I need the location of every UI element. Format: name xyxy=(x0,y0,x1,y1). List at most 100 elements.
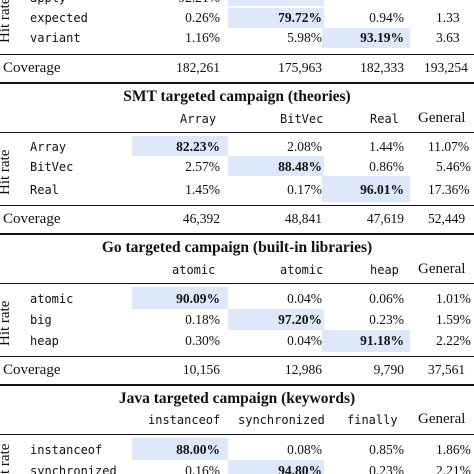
row-label: atomic xyxy=(30,292,74,306)
highlight-cell xyxy=(228,460,324,474)
cell-value-best: 91.18% xyxy=(360,333,404,348)
cell-value: 1.86% xyxy=(436,442,471,457)
highlight-cell xyxy=(322,176,410,202)
cell-value: 2.57% xyxy=(185,159,220,174)
column-header: General xyxy=(418,110,466,126)
column-header: heap xyxy=(370,263,399,277)
cell-value: 2.22% xyxy=(436,333,471,348)
cell-value: 92.21% xyxy=(140,0,220,8)
row-label: BitVec xyxy=(30,160,74,174)
cell-value: 1.16% xyxy=(185,30,220,45)
cell-value: 1.01% xyxy=(436,291,471,306)
table-rule xyxy=(0,434,474,435)
cell-value: 0.06% xyxy=(369,291,404,306)
coverage-label: Coverage xyxy=(3,60,61,76)
cell-value: 0.23% xyxy=(369,463,404,474)
coverage-value: 12,986 xyxy=(284,362,322,377)
column-header: General xyxy=(418,261,466,277)
column-header: instanceof xyxy=(148,413,221,427)
section-title: Java targeted campaign (keywords) xyxy=(118,390,356,407)
section-title: SMT targeted campaign (theories) xyxy=(123,88,351,105)
cell-value-best: 96.01% xyxy=(360,182,404,197)
coverage-value: 52,449 xyxy=(428,211,466,226)
hit-rate-label: Hit rate xyxy=(0,149,13,195)
coverage-label: Coverage xyxy=(3,362,61,378)
coverage-value: 46,392 xyxy=(182,211,220,226)
cell-value-best: 79.72% xyxy=(278,10,322,25)
highlight-cell xyxy=(132,438,228,460)
highlight-cell xyxy=(228,156,324,176)
row-label: instanceof xyxy=(30,443,103,457)
row-label: Real xyxy=(30,183,59,197)
coverage-value: 182,333 xyxy=(360,60,404,75)
cell-value: 0.30% xyxy=(185,333,220,348)
cell-value: 0.85% xyxy=(369,442,404,457)
cell-value: 2.08% xyxy=(287,139,322,154)
column-header: General xyxy=(418,411,466,427)
section-title: Go targeted campaign (built-in libraries… xyxy=(101,239,373,256)
row-label: heap xyxy=(30,334,59,348)
highlight-cell xyxy=(322,28,410,48)
highlight-cell xyxy=(228,309,324,330)
column-header: Array xyxy=(180,112,217,126)
row-label: apply xyxy=(30,0,66,8)
cell-value: 0.08% xyxy=(287,442,322,457)
cell-value: 2.21% xyxy=(436,463,471,474)
highlight-cell xyxy=(228,0,324,6)
coverage-value: 182,261 xyxy=(176,60,220,75)
row-label: big xyxy=(30,313,52,327)
row-label: Array xyxy=(30,140,67,154)
cell-value: 0.26% xyxy=(185,10,220,25)
table-rule xyxy=(0,356,474,357)
hit-rate-label: Hit rate xyxy=(0,443,13,474)
highlight-cell xyxy=(132,136,228,156)
table-rule xyxy=(0,384,474,386)
coverage-value: 37,561 xyxy=(428,362,466,377)
cell-value: 0.86% xyxy=(369,159,404,174)
cell-value-best: 93.19% xyxy=(360,30,404,45)
cell-value: 0.04% xyxy=(287,291,322,306)
cell-value: 3.63 xyxy=(436,30,460,45)
coverage-value: 48,841 xyxy=(284,211,322,226)
row-label: synchronized xyxy=(30,464,117,474)
cell-value: 0.18% xyxy=(185,312,220,327)
column-header: finally xyxy=(347,413,398,427)
cell-value: 5.98% xyxy=(287,30,322,45)
cell-value: 11.07% xyxy=(428,139,470,154)
table-rule xyxy=(0,54,474,55)
cell-value: 1.59% xyxy=(436,312,471,327)
cell-value: 1.33 xyxy=(436,10,460,25)
cell-value-best: 88.48% xyxy=(278,159,322,174)
cell-value: 1.45% xyxy=(185,182,220,197)
cell-value: 0.23% xyxy=(369,312,404,327)
cell-value: 0.94% xyxy=(369,10,404,25)
cell-value-best: 97.20% xyxy=(278,312,322,327)
coverage-label: Coverage xyxy=(3,211,61,227)
highlight-cell xyxy=(228,8,324,28)
row-label: variant xyxy=(30,31,81,45)
coverage-value: 10,156 xyxy=(182,362,220,377)
highlight-cell xyxy=(132,287,228,309)
cell-value: 0.04% xyxy=(287,333,322,348)
coverage-value: 193,254 xyxy=(424,60,468,75)
highlight-cell xyxy=(322,330,410,352)
coverage-value: 175,963 xyxy=(278,60,322,75)
coverage-value: 47,619 xyxy=(366,211,404,226)
cell-value-best: 94.80% xyxy=(278,463,322,474)
column-header: synchronized xyxy=(238,413,325,427)
hit-rate-label: Hit rate xyxy=(0,300,13,346)
hit-rate-label: Hit rate xyxy=(0,0,13,43)
column-header: BitVec xyxy=(280,112,324,126)
coverage-value: 9,790 xyxy=(373,362,404,377)
column-header: Real xyxy=(370,112,399,126)
cell-value: 17.36% xyxy=(428,182,470,197)
row-label: expected xyxy=(30,11,88,25)
cell-value: 1.44% xyxy=(369,139,404,154)
table-rule xyxy=(0,283,474,284)
table-rule xyxy=(0,233,474,235)
cell-value-best: 88.00% xyxy=(176,442,220,457)
column-header: atomic xyxy=(280,263,324,277)
cell-value: 5.46% xyxy=(436,159,471,174)
table-rule xyxy=(0,82,474,84)
